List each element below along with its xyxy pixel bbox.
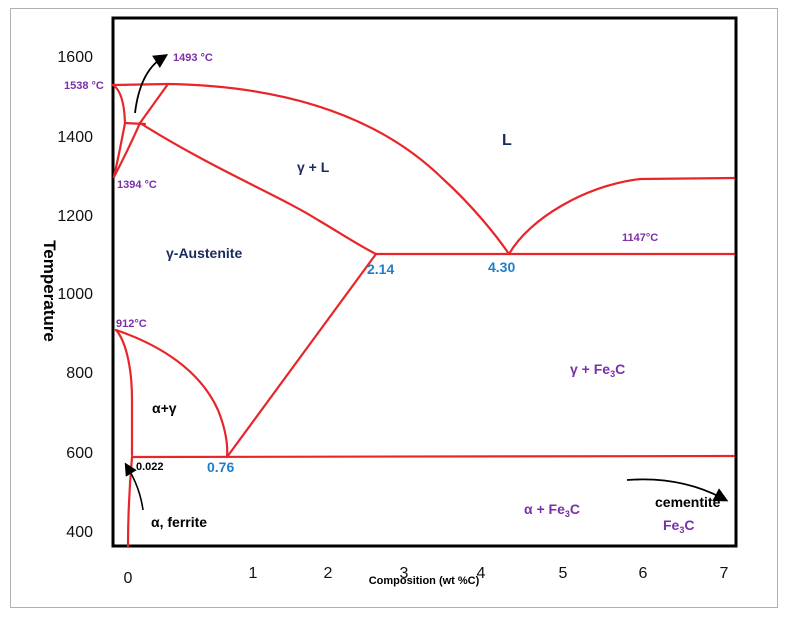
a3-line: [114, 328, 229, 459]
acm-line: [225, 252, 378, 459]
suffix-c-c: C: [684, 517, 694, 533]
region-gamma-cementite: γ + Fe3C: [570, 361, 625, 379]
x-tick-4: 4: [477, 565, 486, 582]
peritectic-liquidus-line: [138, 82, 170, 125]
arrow-ferrite-icon: [124, 462, 144, 511]
arrow-1493-icon: [134, 54, 169, 114]
subscript-3-a: 3: [610, 369, 615, 379]
delta-gamma-upper-line: [112, 121, 142, 179]
liquidus-left-line: [166, 82, 511, 256]
label-1493: 1493 °C: [173, 52, 213, 64]
label-1394: 1394 °C: [117, 179, 157, 191]
region-cementite: cementite: [655, 494, 721, 510]
y-tick-1000: 1000: [57, 286, 93, 303]
x-tick-2: 2: [324, 565, 333, 582]
suffix-c-a: C: [615, 361, 625, 377]
value-0-76: 0.76: [207, 459, 234, 475]
austenite-solidus-line: [138, 121, 378, 256]
label-912: 912°C: [116, 318, 147, 330]
cementite-fe-text: Fe: [663, 517, 680, 533]
suffix-c-b: C: [570, 501, 580, 517]
delta-gamma-lower-line: [112, 121, 127, 179]
alpha-gamma-boundary-line: [114, 328, 134, 457]
eutectoid-line: [130, 454, 736, 459]
y-axis-title: Temperature: [40, 240, 59, 342]
subscript-3-c: 3: [679, 525, 684, 535]
x-tick-3: 3: [400, 565, 409, 582]
region-alpha-cementite-text: α + Fe: [524, 501, 565, 517]
value-2-14: 2.14: [367, 261, 394, 277]
x-tick-6: 6: [639, 565, 648, 582]
figure-frame: [10, 8, 778, 608]
x-tick-1: 1: [249, 565, 258, 582]
region-liquid: L: [502, 132, 512, 149]
label-1147: 1147°C: [622, 232, 658, 244]
plot-border: [111, 16, 738, 548]
label-1538: 1538 °C: [64, 80, 104, 92]
x-tick-5: 5: [559, 565, 568, 582]
x-tick-0: 0: [124, 570, 133, 587]
region-gamma-liquid: γ + L: [297, 159, 330, 175]
region-cementite-formula: Fe3C: [663, 517, 694, 535]
x-axis-title: Composition (wt %C): [369, 575, 480, 587]
value-0-022: 0.022: [136, 461, 164, 473]
delta-liquidus-line: [111, 82, 170, 87]
y-tick-1200: 1200: [57, 208, 93, 225]
y-tick-800: 800: [66, 365, 93, 382]
y-tick-1600: 1600: [57, 49, 93, 66]
arrow-cementite-icon: [626, 478, 729, 502]
liquidus-right-line: [507, 176, 736, 256]
y-tick-600: 600: [66, 445, 93, 462]
delta-solidus-line: [111, 83, 127, 125]
subscript-3-b: 3: [565, 509, 570, 519]
region-gamma-cementite-text: γ + Fe: [570, 361, 610, 377]
y-tick-400: 400: [66, 524, 93, 541]
region-alpha-cementite: α + Fe3C: [524, 501, 580, 519]
region-austenite: γ-Austenite: [166, 245, 242, 261]
value-4-30: 4.30: [488, 259, 515, 275]
region-ferrite: α, ferrite: [151, 514, 207, 530]
y-tick-1400: 1400: [57, 129, 93, 146]
region-alpha-gamma: α+γ: [152, 400, 177, 416]
x-tick-7: 7: [720, 565, 729, 582]
